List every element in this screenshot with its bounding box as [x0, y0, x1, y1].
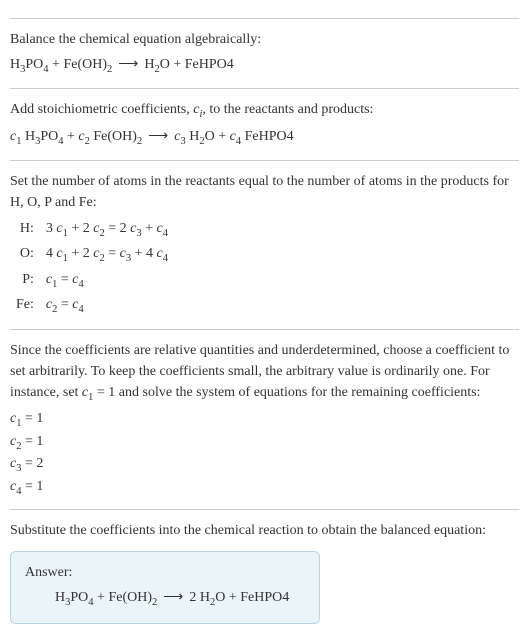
- eq-text: Fe(OH): [93, 129, 137, 144]
- eq-text: H: [25, 129, 35, 144]
- eq: = 1: [21, 479, 43, 494]
- eq-text: O: [205, 129, 215, 144]
- coef-value: c1 = 1: [10, 409, 519, 431]
- t: + 2: [68, 221, 93, 236]
- t: +: [142, 221, 157, 236]
- t: 3: [46, 221, 57, 236]
- section-atom-balance: Set the number of atoms in the reactants…: [10, 160, 519, 319]
- eq-text: FeHPO4: [240, 590, 289, 605]
- eq-text: Fe(OH): [108, 590, 152, 605]
- section-answer: Substitute the coefficients into the che…: [10, 509, 519, 624]
- eq-text: +: [215, 129, 230, 144]
- var-ci: 3: [180, 136, 185, 147]
- atom-label: O:: [10, 242, 40, 268]
- eq-text: +: [94, 590, 109, 605]
- unbalanced-equation: H3PO4 + Fe(OH)2⟶H2O + FeHPO4: [10, 54, 519, 78]
- eq-text: H: [200, 590, 210, 605]
- eq-text: Fe(OH): [63, 57, 107, 72]
- t: =: [57, 272, 72, 287]
- t: 4: [46, 246, 57, 261]
- table-row: P: c1 = c4: [10, 268, 174, 294]
- ci: 4: [78, 304, 83, 315]
- atom-equations-table: H: 3 c1 + 2 c2 = 2 c3 + c4 O: 4 c1 + 2 c…: [10, 217, 174, 319]
- eq-text: PO: [40, 129, 58, 144]
- eq: = 2: [21, 456, 43, 471]
- section-balance-intro: Balance the chemical equation algebraica…: [10, 18, 519, 78]
- coef-equation: c1 H3PO4 + c2 Fe(OH)2⟶c3 H2O + c4 FeHPO4: [10, 126, 519, 150]
- eq-text: PO: [25, 57, 43, 72]
- answer-label: Answer:: [25, 562, 305, 583]
- eq: = 1: [21, 411, 43, 426]
- eq-text: H: [189, 129, 199, 144]
- atom-label: H:: [10, 217, 40, 243]
- atom-eq: 4 c1 + 2 c2 = c3 + 4 c4: [40, 242, 174, 268]
- coef-value: c2 = 1: [10, 432, 519, 454]
- text: = 1: [93, 385, 115, 400]
- atom-label: P:: [10, 268, 40, 294]
- balanced-equation: H3PO4 + Fe(OH)2⟶2 H2O + FeHPO4: [25, 587, 305, 611]
- atom-eq: c2 = c4: [40, 293, 174, 319]
- coef-value: c4 = 1: [10, 477, 519, 499]
- eq-text: H: [10, 57, 20, 72]
- eq-text: FeHPO4: [185, 57, 234, 72]
- eq-text: H: [55, 590, 65, 605]
- section-solve: Since the coefficients are relative quan…: [10, 329, 519, 499]
- eq-text: +: [64, 129, 79, 144]
- table-row: O: 4 c1 + 2 c2 = c3 + 4 c4: [10, 242, 174, 268]
- eq-text: +: [49, 57, 64, 72]
- atom-label: Fe:: [10, 293, 40, 319]
- t: = 2: [105, 221, 130, 236]
- solve-title: Since the coefficients are relative quan…: [10, 340, 519, 406]
- t: + 4: [131, 246, 156, 261]
- eq-text: FeHPO4: [245, 129, 294, 144]
- eq-text: H: [144, 57, 154, 72]
- eq-text: PO: [70, 590, 88, 605]
- text: , to the reactants and products:: [202, 102, 373, 117]
- ci: 4: [163, 253, 168, 264]
- atom-eq: 3 c1 + 2 c2 = 2 c3 + c4: [40, 217, 174, 243]
- eq-text: +: [225, 590, 240, 605]
- coef-value: c3 = 2: [10, 454, 519, 476]
- eq-text: O: [160, 57, 170, 72]
- ci: 4: [78, 279, 83, 290]
- ci: 4: [163, 227, 168, 238]
- answer-box: Answer: H3PO4 + Fe(OH)2⟶2 H2O + FeHPO4: [10, 551, 320, 624]
- t: =: [105, 246, 120, 261]
- t: =: [57, 297, 72, 312]
- arrow-icon: ⟶: [142, 129, 174, 144]
- eq-text: O: [215, 590, 225, 605]
- atom-eq: c1 = c4: [40, 268, 174, 294]
- balance-title: Balance the chemical equation algebraica…: [10, 29, 519, 50]
- arrow-icon: ⟶: [157, 590, 189, 605]
- table-row: H: 3 c1 + 2 c2 = 2 c3 + c4: [10, 217, 174, 243]
- atom-title: Set the number of atoms in the reactants…: [10, 171, 519, 213]
- table-row: Fe: c2 = c4: [10, 293, 174, 319]
- text: and solve the system of equations for th…: [115, 385, 480, 400]
- section-add-coefficients: Add stoichiometric coefficients, ci, to …: [10, 88, 519, 150]
- eq-text: 2: [189, 590, 200, 605]
- coef-title: Add stoichiometric coefficients, ci, to …: [10, 99, 519, 123]
- arrow-icon: ⟶: [112, 57, 144, 72]
- coef-values-list: c1 = 1 c2 = 1 c3 = 2 c4 = 1: [10, 409, 519, 499]
- eq: = 1: [21, 434, 43, 449]
- text: Add stoichiometric coefficients,: [10, 102, 193, 117]
- eq-text: +: [170, 57, 185, 72]
- t: + 2: [68, 246, 93, 261]
- answer-title: Substitute the coefficients into the che…: [10, 520, 519, 541]
